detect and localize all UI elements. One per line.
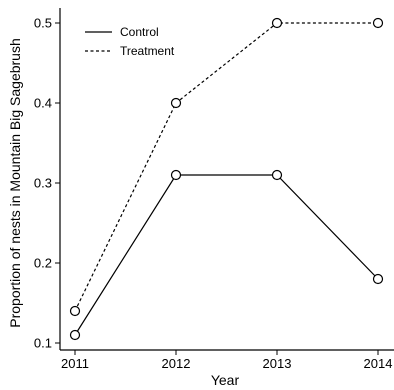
- x-tick-label: 2013: [263, 356, 292, 371]
- y-tick-label: 0.3: [34, 176, 52, 191]
- x-tick-label: 2012: [162, 356, 191, 371]
- series-control: [69, 169, 384, 341]
- y-tick-label: 0.1: [34, 336, 52, 351]
- data-point: [69, 305, 81, 317]
- data-point: [69, 329, 81, 341]
- data-point: [271, 17, 283, 29]
- y-axis-title: Proportion of nests in Mountain Big Sage…: [7, 38, 23, 328]
- legend: Control Treatment: [85, 25, 175, 58]
- x-axis-title: Year: [211, 372, 240, 388]
- series-line-control: [74, 174, 379, 336]
- y-tick-label: 0.5: [34, 16, 52, 31]
- data-point: [372, 17, 384, 29]
- series-line-treatment: [74, 22, 378, 312]
- data-point: [271, 169, 283, 181]
- series-treatment: [69, 17, 384, 317]
- legend-label: Treatment: [120, 44, 175, 58]
- data-point: [372, 273, 384, 285]
- legend-label: Control: [120, 25, 159, 39]
- x-tick-label: 2011: [61, 356, 89, 371]
- y-axis: 0.1 0.2 0.3 0.4 0.5: [34, 16, 60, 351]
- data-point: [170, 97, 182, 109]
- series-layer: [69, 17, 384, 341]
- x-tick-label: 2014: [364, 356, 393, 371]
- x-axis: 2011 2012 2013 2014: [61, 350, 392, 371]
- plot-area: [59, 8, 394, 351]
- y-tick-label: 0.4: [34, 96, 52, 111]
- data-point: [170, 169, 182, 181]
- y-tick-label: 0.2: [34, 256, 52, 271]
